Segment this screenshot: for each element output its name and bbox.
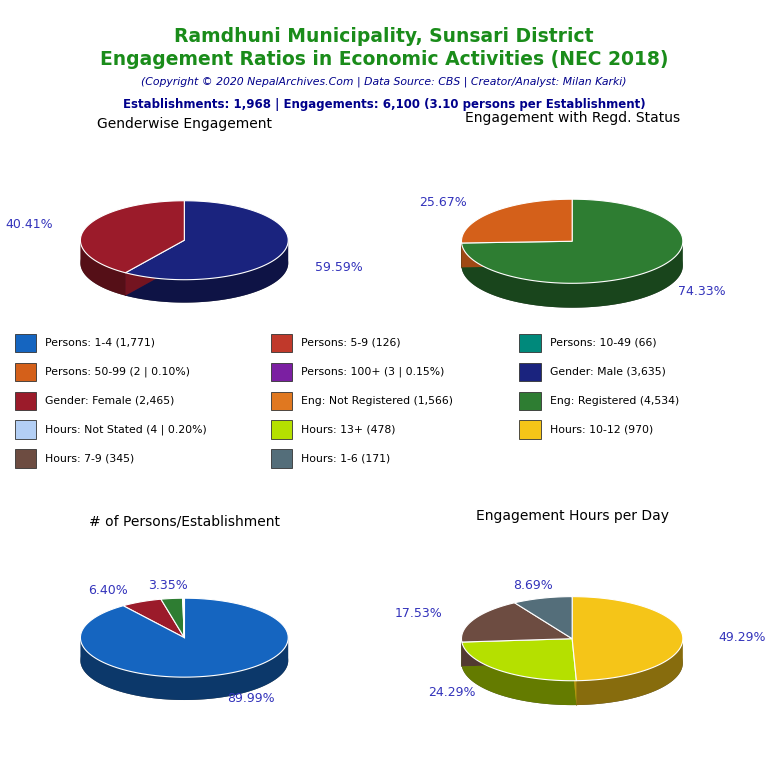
Text: 3.35%: 3.35%	[147, 579, 187, 592]
Bar	[15, 362, 36, 381]
Text: Gender: Female (2,465): Gender: Female (2,465)	[45, 396, 174, 406]
Text: 17.53%: 17.53%	[394, 607, 442, 620]
Text: Establishments: 1,968 | Engagements: 6,100 (3.10 persons per Establishment): Establishments: 1,968 | Engagements: 6,1…	[123, 98, 645, 111]
Polygon shape	[462, 603, 572, 642]
Text: Persons: 100+ (3 | 0.15%): Persons: 100+ (3 | 0.15%)	[301, 366, 445, 377]
Polygon shape	[161, 598, 184, 637]
Polygon shape	[462, 199, 572, 243]
Text: Persons: 50-99 (2 | 0.10%): Persons: 50-99 (2 | 0.10%)	[45, 366, 190, 377]
Text: Hours: 1-6 (171): Hours: 1-6 (171)	[301, 453, 390, 463]
Polygon shape	[125, 200, 288, 280]
Bar	[519, 421, 541, 439]
Polygon shape	[81, 223, 288, 303]
Title: # of Persons/Establishment: # of Persons/Establishment	[89, 515, 280, 528]
Polygon shape	[462, 199, 683, 283]
Text: Persons: 1-4 (1,771): Persons: 1-4 (1,771)	[45, 338, 155, 348]
Polygon shape	[125, 240, 288, 303]
Polygon shape	[123, 599, 184, 637]
Polygon shape	[462, 642, 577, 705]
Text: 49.29%: 49.29%	[718, 631, 766, 644]
Polygon shape	[81, 638, 288, 700]
Bar	[271, 421, 292, 439]
Text: 59.59%: 59.59%	[316, 260, 363, 273]
Bar	[519, 392, 541, 410]
Bar	[15, 334, 36, 352]
Text: Eng: Registered (4,534): Eng: Registered (4,534)	[550, 396, 679, 406]
Polygon shape	[462, 639, 572, 667]
Bar	[15, 421, 36, 439]
Polygon shape	[462, 639, 577, 680]
Polygon shape	[81, 621, 288, 700]
Bar	[271, 334, 292, 352]
Polygon shape	[462, 241, 572, 267]
Text: Persons: 5-9 (126): Persons: 5-9 (126)	[301, 338, 401, 348]
Polygon shape	[462, 223, 683, 308]
Text: Engagement Ratios in Economic Activities (NEC 2018): Engagement Ratios in Economic Activities…	[100, 50, 668, 69]
Text: Hours: 7-9 (345): Hours: 7-9 (345)	[45, 453, 134, 463]
Bar	[271, 362, 292, 381]
Text: 6.40%: 6.40%	[88, 584, 127, 597]
Polygon shape	[577, 639, 683, 705]
Polygon shape	[81, 598, 288, 677]
Title: Engagement with Regd. Status: Engagement with Regd. Status	[465, 111, 680, 125]
Text: Hours: 10-12 (970): Hours: 10-12 (970)	[550, 425, 653, 435]
Text: 24.29%: 24.29%	[428, 686, 475, 699]
Polygon shape	[125, 240, 184, 296]
Bar	[271, 392, 292, 410]
Bar	[271, 449, 292, 468]
Text: 40.41%: 40.41%	[5, 218, 53, 231]
Text: Eng: Not Registered (1,566): Eng: Not Registered (1,566)	[301, 396, 453, 406]
Text: Hours: Not Stated (4 | 0.20%): Hours: Not Stated (4 | 0.20%)	[45, 424, 207, 435]
Text: Hours: 13+ (478): Hours: 13+ (478)	[301, 425, 396, 435]
Text: 74.33%: 74.33%	[677, 286, 725, 298]
Title: Engagement Hours per Day: Engagement Hours per Day	[475, 508, 669, 523]
Bar	[519, 334, 541, 352]
Bar	[15, 392, 36, 410]
Polygon shape	[81, 240, 125, 296]
Polygon shape	[183, 598, 184, 637]
Polygon shape	[572, 639, 577, 705]
Title: Genderwise Engagement: Genderwise Engagement	[97, 117, 272, 131]
Text: 25.67%: 25.67%	[419, 197, 467, 210]
Text: (Copyright © 2020 NepalArchives.Com | Data Source: CBS | Creator/Analyst: Milan : (Copyright © 2020 NepalArchives.Com | Da…	[141, 77, 627, 88]
Bar	[15, 449, 36, 468]
Polygon shape	[81, 200, 184, 273]
Text: Gender: Male (3,635): Gender: Male (3,635)	[550, 367, 665, 377]
Polygon shape	[572, 597, 683, 680]
Text: Ramdhuni Municipality, Sunsari District: Ramdhuni Municipality, Sunsari District	[174, 27, 594, 46]
Polygon shape	[462, 241, 683, 308]
Text: 89.99%: 89.99%	[227, 692, 274, 705]
Polygon shape	[572, 639, 577, 705]
Polygon shape	[462, 241, 572, 267]
Polygon shape	[462, 639, 572, 667]
Polygon shape	[462, 621, 683, 705]
Bar	[519, 362, 541, 381]
Text: Persons: 10-49 (66): Persons: 10-49 (66)	[550, 338, 656, 348]
Polygon shape	[125, 240, 184, 296]
Text: 8.69%: 8.69%	[513, 579, 552, 591]
Polygon shape	[515, 597, 572, 639]
